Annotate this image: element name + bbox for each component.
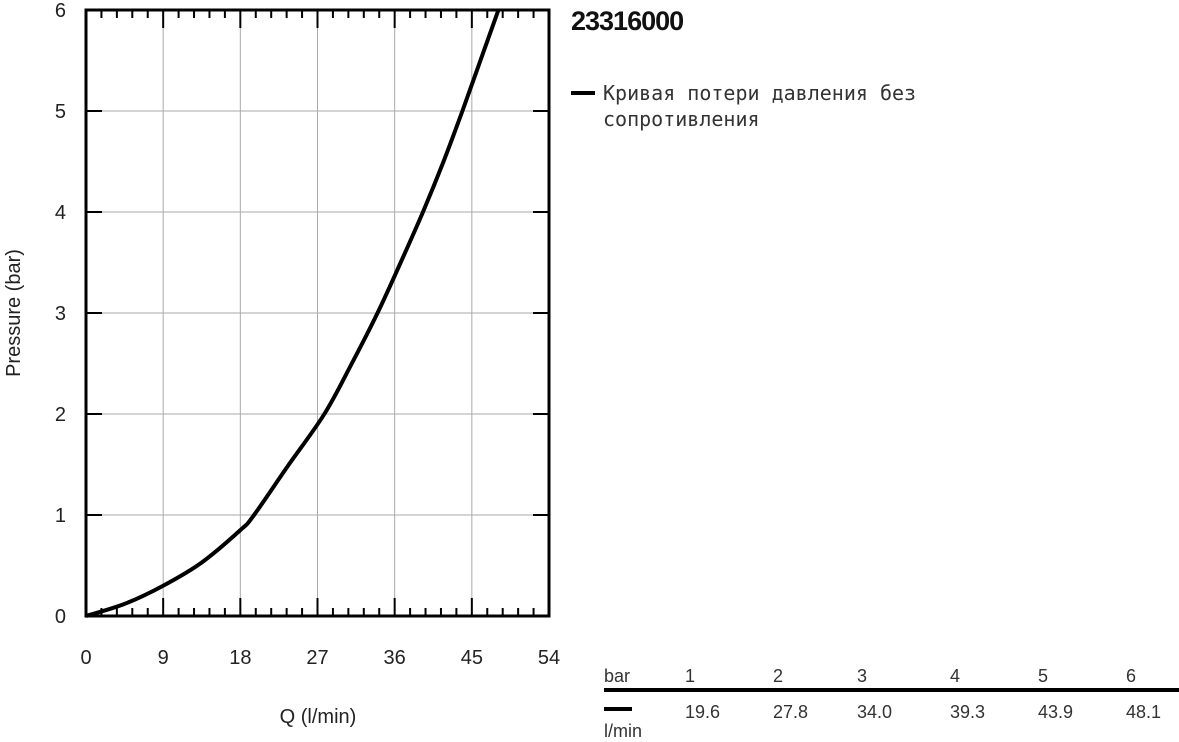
y-tick-label: 5 [55,101,66,123]
pressure-cell: 1 [685,666,696,686]
flow-cell: 43.9 [1038,702,1074,722]
y-tick-label: 2 [55,404,66,426]
pressure-cell: 4 [950,666,961,686]
y-tick-label: 0 [55,606,66,628]
header-unit: bar [604,666,631,686]
legend-label: Кривая потери давления без сопротивления [603,81,917,131]
x-tick-label: 9 [158,647,169,669]
pressure-cell: 6 [1126,666,1137,686]
pressure-cell: 5 [1038,666,1049,686]
y-tick-label: 4 [55,202,66,224]
product-number: 23316000 [571,6,684,36]
pressure-cell: 2 [773,666,784,686]
flow-cell: 48.1 [1126,702,1162,722]
table-header-row: bar 1 2 3 4 5 6 [604,666,1179,688]
series-line [85,9,501,618]
y-axis-label: Pressure (bar) [3,249,25,377]
value-unit: l/min [604,721,643,741]
x-tick-label: 36 [384,647,406,669]
y-tick-label: 6 [55,0,66,22]
x-tick-label: 54 [538,647,560,669]
table-value-row: 19.6 27.8 34.0 39.3 43.9 48.1 [604,702,1179,724]
flow-cell: 34.0 [857,702,893,722]
flow-cell: 19.6 [685,702,721,722]
y-tick-label: 3 [55,303,66,325]
table-rule [604,688,1179,692]
x-tick-label: 18 [229,647,251,669]
series-swatch [604,707,632,711]
x-axis-label: Q (l/min) [280,706,357,728]
y-tick-label: 1 [55,505,66,527]
legend-swatch [571,91,595,95]
flow-cell: 39.3 [950,702,986,722]
legend: Кривая потери давления без сопротивления [571,80,1001,132]
plot-frame [84,8,551,618]
pressure-cell: 3 [857,666,868,686]
x-tick-label: 27 [306,647,328,669]
x-tick-label: 0 [80,647,91,669]
flow-cell: 27.8 [773,702,809,722]
x-tick-label: 45 [461,647,483,669]
